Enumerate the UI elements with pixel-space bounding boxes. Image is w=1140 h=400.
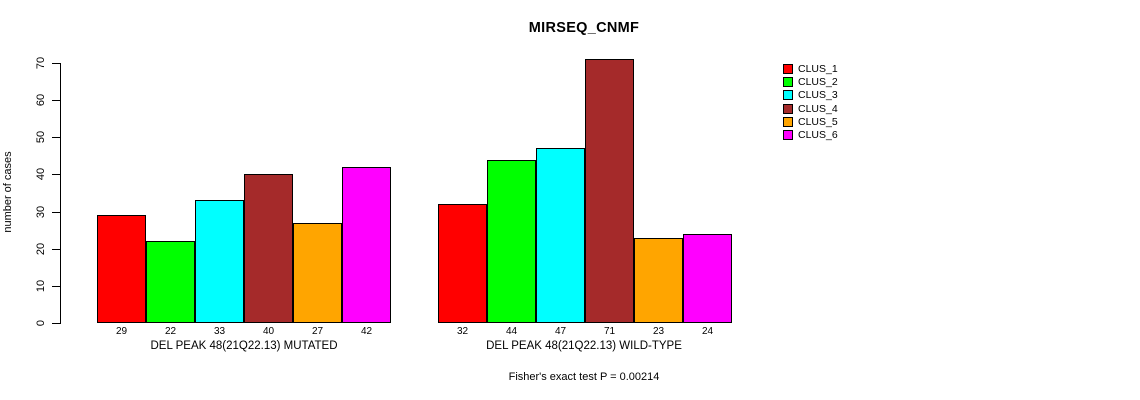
- y-tick-label: 0: [35, 319, 47, 327]
- bar-clus_5-group2: [634, 237, 683, 323]
- bar-value-label: 47: [554, 326, 567, 337]
- bar-value-label: 24: [701, 326, 714, 337]
- bar-clus_6-group2: [683, 233, 732, 323]
- y-tick-label: 30: [35, 205, 47, 218]
- bar-value-label: 27: [311, 326, 324, 337]
- y-tick-label: 20: [35, 242, 47, 255]
- y-tick-mark: [52, 100, 60, 102]
- y-axis-label: number of cases: [2, 151, 14, 233]
- legend-label: CLUS_2: [798, 75, 838, 88]
- legend-label: CLUS_6: [798, 129, 838, 142]
- group-label-wild-type: DEL PEAK 48(21Q22.13) WILD-TYPE: [486, 340, 682, 352]
- legend-swatch-icon: [783, 130, 793, 141]
- y-tick-label: 50: [35, 131, 47, 144]
- legend-item-clus_5: CLUS_5: [783, 115, 838, 128]
- bar-value-label: 33: [213, 326, 226, 337]
- bar-value-label: 71: [603, 326, 616, 337]
- bar-clus_3-group1: [195, 200, 244, 323]
- legend-label: CLUS_4: [798, 102, 838, 115]
- bar-value-label: 22: [164, 326, 177, 337]
- bar-clus_2-group1: [146, 241, 195, 323]
- bar-clus_4-group1: [244, 174, 293, 323]
- bar-clus_6-group1: [342, 167, 391, 323]
- y-tick-mark: [52, 63, 60, 64]
- bar-value-label: 32: [456, 326, 469, 337]
- bar-value-label: 40: [262, 326, 275, 337]
- legend-swatch-icon: [783, 103, 793, 114]
- chart-title: MIRSEQ_CNMF: [528, 20, 640, 36]
- fisher-test-footnote: Fisher's exact test P = 0.00214: [508, 371, 660, 383]
- bar-clus_1-group2: [438, 204, 487, 323]
- legend-swatch-icon: [783, 90, 793, 101]
- legend-swatch-icon: [783, 76, 793, 87]
- group-label-mutated: DEL PEAK 48(21Q22.13) MUTATED: [150, 340, 338, 352]
- legend-label: CLUS_3: [798, 89, 838, 102]
- legend-item-clus_1: CLUS_1: [783, 62, 838, 75]
- bar-clus_4-group2: [585, 59, 634, 323]
- y-tick-mark: [52, 174, 60, 176]
- legend-item-clus_2: CLUS_2: [783, 75, 838, 88]
- legend-label: CLUS_5: [798, 115, 838, 128]
- bar-clus_5-group1: [293, 222, 342, 323]
- bar-clus_1-group1: [97, 215, 146, 323]
- y-axis-line: [60, 63, 61, 324]
- legend-label: CLUS_1: [798, 62, 838, 75]
- bar-value-label: 44: [505, 326, 518, 337]
- y-tick-mark: [52, 137, 60, 139]
- bar-clus_3-group2: [536, 148, 585, 323]
- bar-value-label: 23: [652, 326, 665, 337]
- legend-item-clus_4: CLUS_4: [783, 102, 838, 115]
- y-tick-mark: [52, 323, 60, 324]
- y-tick-label: 60: [35, 94, 47, 107]
- y-tick-label: 10: [35, 279, 47, 292]
- legend-item-clus_3: CLUS_3: [783, 89, 838, 102]
- legend-item-clus_6: CLUS_6: [783, 128, 838, 141]
- y-tick-label: 40: [35, 168, 47, 181]
- legend: CLUS_1 CLUS_2 CLUS_3 CLUS_4 CLUS_5 CLUS_6: [783, 62, 838, 142]
- bar-value-label: 42: [360, 326, 373, 337]
- legend-swatch-icon: [783, 63, 793, 74]
- y-tick-label: 70: [35, 56, 47, 70]
- bar-clus_2-group2: [487, 159, 536, 323]
- legend-swatch-icon: [783, 116, 793, 127]
- bar-value-label: 29: [115, 326, 128, 337]
- y-tick-mark: [52, 211, 60, 213]
- y-tick-mark: [52, 285, 60, 287]
- y-tick-mark: [52, 248, 60, 250]
